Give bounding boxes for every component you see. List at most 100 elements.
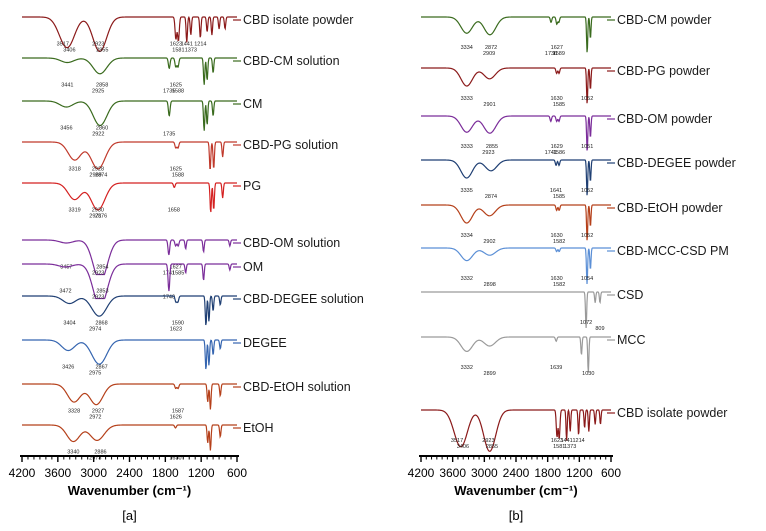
peak-annotation: 3441 xyxy=(61,83,73,89)
peak-annotation: 1629 xyxy=(551,144,563,150)
series-label: CBD-OM solution xyxy=(243,236,340,250)
peak-annotation: 2969 xyxy=(89,173,101,179)
peak-annotation: 1590 xyxy=(172,321,184,327)
series-label: CBD-EtOH powder xyxy=(617,201,723,215)
peak-annotation: 2923 xyxy=(482,150,494,156)
series-label: MCC xyxy=(617,333,645,347)
peak-annotation: 3517 xyxy=(451,438,463,444)
peak-annotation: 3456 xyxy=(60,126,72,132)
peak-annotation: 2928 xyxy=(92,167,104,173)
peak-annotation: 1052 xyxy=(581,188,593,194)
peak-annotation: 1623 xyxy=(170,42,182,48)
peak-annotation: 3335 xyxy=(461,188,473,194)
peak-annotation: 1625 xyxy=(170,83,182,89)
peak-annotation: 3333 xyxy=(461,96,473,102)
peak-annotation: 1587 xyxy=(172,409,184,415)
x-tick-label: 4200 xyxy=(9,466,36,480)
peak-annotation: 1626 xyxy=(170,415,182,421)
peak-annotation: 809 xyxy=(595,326,604,332)
x-tick-label: 600 xyxy=(227,466,247,480)
series-label: CSD xyxy=(617,288,643,302)
peak-annotation: 2923 xyxy=(482,438,494,444)
spectrum-line-2-3 xyxy=(421,159,611,196)
peak-annotation: 3334 xyxy=(461,45,473,51)
peak-annotation: 1052 xyxy=(581,96,593,102)
peak-annotation: 2876 xyxy=(95,214,107,220)
peak-annotation: 2927 xyxy=(92,409,104,415)
peak-annotation: 1741 xyxy=(163,271,175,277)
series-label: CM xyxy=(243,97,262,111)
spectrum-line-1-9 xyxy=(22,383,237,410)
peak-annotation: 1051 xyxy=(581,144,593,150)
series-label: CBD-CM solution xyxy=(243,54,340,68)
spectrum-line-2-1 xyxy=(421,67,611,104)
peak-annotation: 3333 xyxy=(461,144,473,150)
spectrum-line-1-6 xyxy=(22,263,237,300)
peak-annotation: 1623 xyxy=(551,438,563,444)
peak-annotation: 3332 xyxy=(461,365,473,371)
peak-annotation: 1214 xyxy=(572,438,584,444)
peak-annotation: 1625 xyxy=(170,167,182,173)
peak-annotation: 2930 xyxy=(92,208,104,214)
x-tick-label: 600 xyxy=(601,466,621,480)
peak-annotation: 2899 xyxy=(484,371,496,377)
peak-annotation: 1589 xyxy=(553,51,565,57)
spectrum-line-1-3 xyxy=(22,141,237,170)
peak-annotation: 2975 xyxy=(89,371,101,377)
series-label: CBD-OM powder xyxy=(617,112,712,126)
peak-annotation: 1582 xyxy=(553,282,565,288)
peak-annotation: 1630 xyxy=(551,233,563,239)
peak-annotation: 2909 xyxy=(483,51,495,57)
x-tick-label: 1200 xyxy=(566,466,593,480)
spectrum-line-1-4 xyxy=(22,182,237,213)
spectrum-line-1-8 xyxy=(22,339,237,370)
peak-annotation: 2974 xyxy=(89,327,101,333)
x-tick-label: 2400 xyxy=(116,466,143,480)
x-axis-title: Wavenumber (cm⁻¹) xyxy=(68,483,191,498)
x-tick-label: 3000 xyxy=(471,466,498,480)
peak-annotation: 2973 xyxy=(89,456,101,462)
peak-annotation: 1588 xyxy=(172,173,184,179)
series-label: OM xyxy=(243,260,263,274)
spectrum-line-2-8 xyxy=(421,408,611,452)
peak-annotation: 1586 xyxy=(553,150,565,156)
series-label: CBD isolate powder xyxy=(243,13,353,27)
series-label: CBD-PG powder xyxy=(617,64,710,78)
peak-annotation: 1641 xyxy=(550,188,562,194)
series-label: CBD-MCC-CSD PM xyxy=(617,244,729,258)
peak-annotation: 3340 xyxy=(67,450,79,456)
peak-annotation: 1630 xyxy=(551,96,563,102)
spectrum-line-1-10 xyxy=(22,424,237,451)
peak-annotation: 1627 xyxy=(170,265,182,271)
spectrum-line-1-2 xyxy=(22,100,237,131)
spectrum-line-1-1 xyxy=(22,57,237,85)
series-label: CBD-EtOH solution xyxy=(243,380,351,394)
series-label: PG xyxy=(243,179,261,193)
peak-annotation: 1623 xyxy=(170,327,182,333)
spectrum-line-2-5 xyxy=(421,247,611,285)
peak-annotation: 3334 xyxy=(461,233,473,239)
chart-panel-1: CBD isolate powder3517340629232855162315… xyxy=(9,13,364,523)
peak-annotation: 1627 xyxy=(551,45,563,51)
spectrum-line-1-5 xyxy=(22,239,237,276)
peak-annotation: 1588 xyxy=(172,89,184,95)
peak-annotation: 1581 xyxy=(553,444,565,450)
peak-annotation: 3332 xyxy=(461,276,473,282)
peak-annotation: 2971 xyxy=(89,214,101,220)
peak-annotation: 1658 xyxy=(168,208,180,214)
spectrum-line-2-0 xyxy=(421,16,611,53)
peak-annotation: 2858 xyxy=(96,83,108,89)
peak-annotation: 1630 xyxy=(551,276,563,282)
series-label: EtOH xyxy=(243,421,274,435)
peak-annotation: 2855 xyxy=(486,144,498,150)
series-label: CBD-DEGEE powder xyxy=(617,156,736,170)
peak-annotation: 1441 xyxy=(560,438,572,444)
peak-annotation: 2855 xyxy=(486,444,498,450)
x-tick-label: 1800 xyxy=(534,466,561,480)
peak-annotation: 2860 xyxy=(96,126,108,132)
peak-annotation: 1585 xyxy=(172,271,184,277)
spectrum-line-1-7 xyxy=(22,295,237,326)
peak-annotation: 2874 xyxy=(95,173,107,179)
spectrum-line-1-0 xyxy=(22,15,237,53)
